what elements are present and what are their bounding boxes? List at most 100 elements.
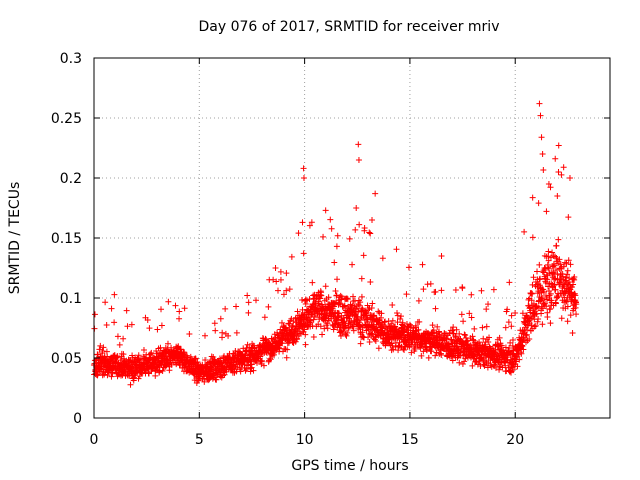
data-point (120, 351, 127, 358)
data-point (539, 151, 546, 157)
data-point (401, 346, 408, 353)
data-point (570, 281, 577, 288)
data-point (318, 292, 325, 299)
data-point (389, 302, 396, 309)
data-point (537, 275, 544, 282)
data-point (355, 141, 362, 148)
data-point (278, 319, 285, 326)
data-point (254, 359, 261, 366)
data-point (549, 249, 556, 256)
data-point (434, 323, 441, 330)
data-point (555, 293, 562, 300)
data-point (330, 303, 337, 310)
data-point (512, 309, 519, 316)
data-point (337, 332, 344, 339)
data-point (349, 261, 356, 268)
data-point (458, 311, 465, 318)
data-point (539, 305, 546, 312)
data-point (397, 313, 404, 320)
data-point (456, 359, 463, 366)
data-point (564, 303, 571, 310)
data-point (367, 279, 374, 286)
data-point (205, 359, 212, 366)
data-point (566, 275, 573, 282)
chart-title: Day 076 of 2017, SRMTID for receiver mri… (199, 19, 500, 35)
data-point (381, 319, 388, 326)
data-point (295, 230, 302, 237)
data-point (375, 345, 382, 352)
data-point (389, 342, 396, 349)
data-point (146, 325, 153, 332)
data-point (344, 296, 351, 303)
data-point (560, 263, 567, 270)
data-point (222, 305, 229, 312)
data-point (152, 372, 159, 379)
data-point (265, 303, 272, 310)
data-point (202, 357, 209, 364)
data-point (566, 175, 573, 181)
data-point (432, 288, 439, 295)
data-point (302, 341, 309, 348)
data-point (545, 248, 552, 255)
data-point (94, 351, 101, 358)
data-point (551, 275, 558, 282)
data-point (217, 315, 224, 322)
data-point (277, 268, 284, 275)
data-point (559, 273, 566, 280)
data-point (516, 356, 523, 363)
data-point (181, 364, 188, 371)
x-tick-label: 15 (401, 432, 419, 448)
y-axis-label: SRMTID / TECUs (7, 182, 23, 295)
y-tick-label: 0.1 (60, 291, 82, 307)
data-point (306, 222, 313, 229)
data-point (453, 326, 460, 333)
data-point (569, 330, 576, 337)
data-point (492, 364, 499, 371)
data-point (416, 318, 423, 325)
data-point (459, 360, 466, 367)
data-point (542, 293, 549, 300)
y-tick-label: 0 (73, 411, 82, 427)
data-point (334, 232, 341, 239)
data-point (459, 285, 466, 292)
data-point (211, 320, 218, 327)
data-point (158, 322, 165, 329)
data-point (282, 325, 289, 332)
data-point (506, 279, 513, 286)
data-point (556, 256, 563, 263)
data-point (420, 286, 427, 293)
data-point (483, 323, 490, 330)
data-point (148, 349, 155, 356)
data-point (164, 340, 171, 347)
data-point (555, 260, 562, 267)
data-point (547, 290, 554, 297)
data-point (346, 235, 353, 242)
data-point (164, 346, 171, 353)
data-point (394, 309, 401, 316)
data-point (558, 171, 565, 178)
data-point (96, 346, 103, 353)
data-point (526, 336, 533, 343)
data-point (259, 357, 266, 364)
data-point (507, 339, 514, 346)
data-point (158, 306, 165, 313)
data-point (506, 344, 513, 351)
data-point (550, 263, 557, 270)
data-point (473, 341, 480, 348)
data-point (367, 230, 374, 237)
data-point (378, 310, 385, 317)
data-point (309, 279, 316, 286)
data-point (344, 329, 351, 336)
data-point (284, 346, 291, 353)
data-point (504, 306, 511, 313)
data-point (397, 316, 404, 323)
data-point (564, 318, 571, 325)
data-point (260, 362, 267, 369)
data-point (496, 366, 503, 373)
data-point (328, 225, 335, 232)
data-point (511, 366, 518, 373)
data-point (550, 269, 557, 276)
data-point (286, 286, 293, 293)
data-point (496, 334, 503, 341)
